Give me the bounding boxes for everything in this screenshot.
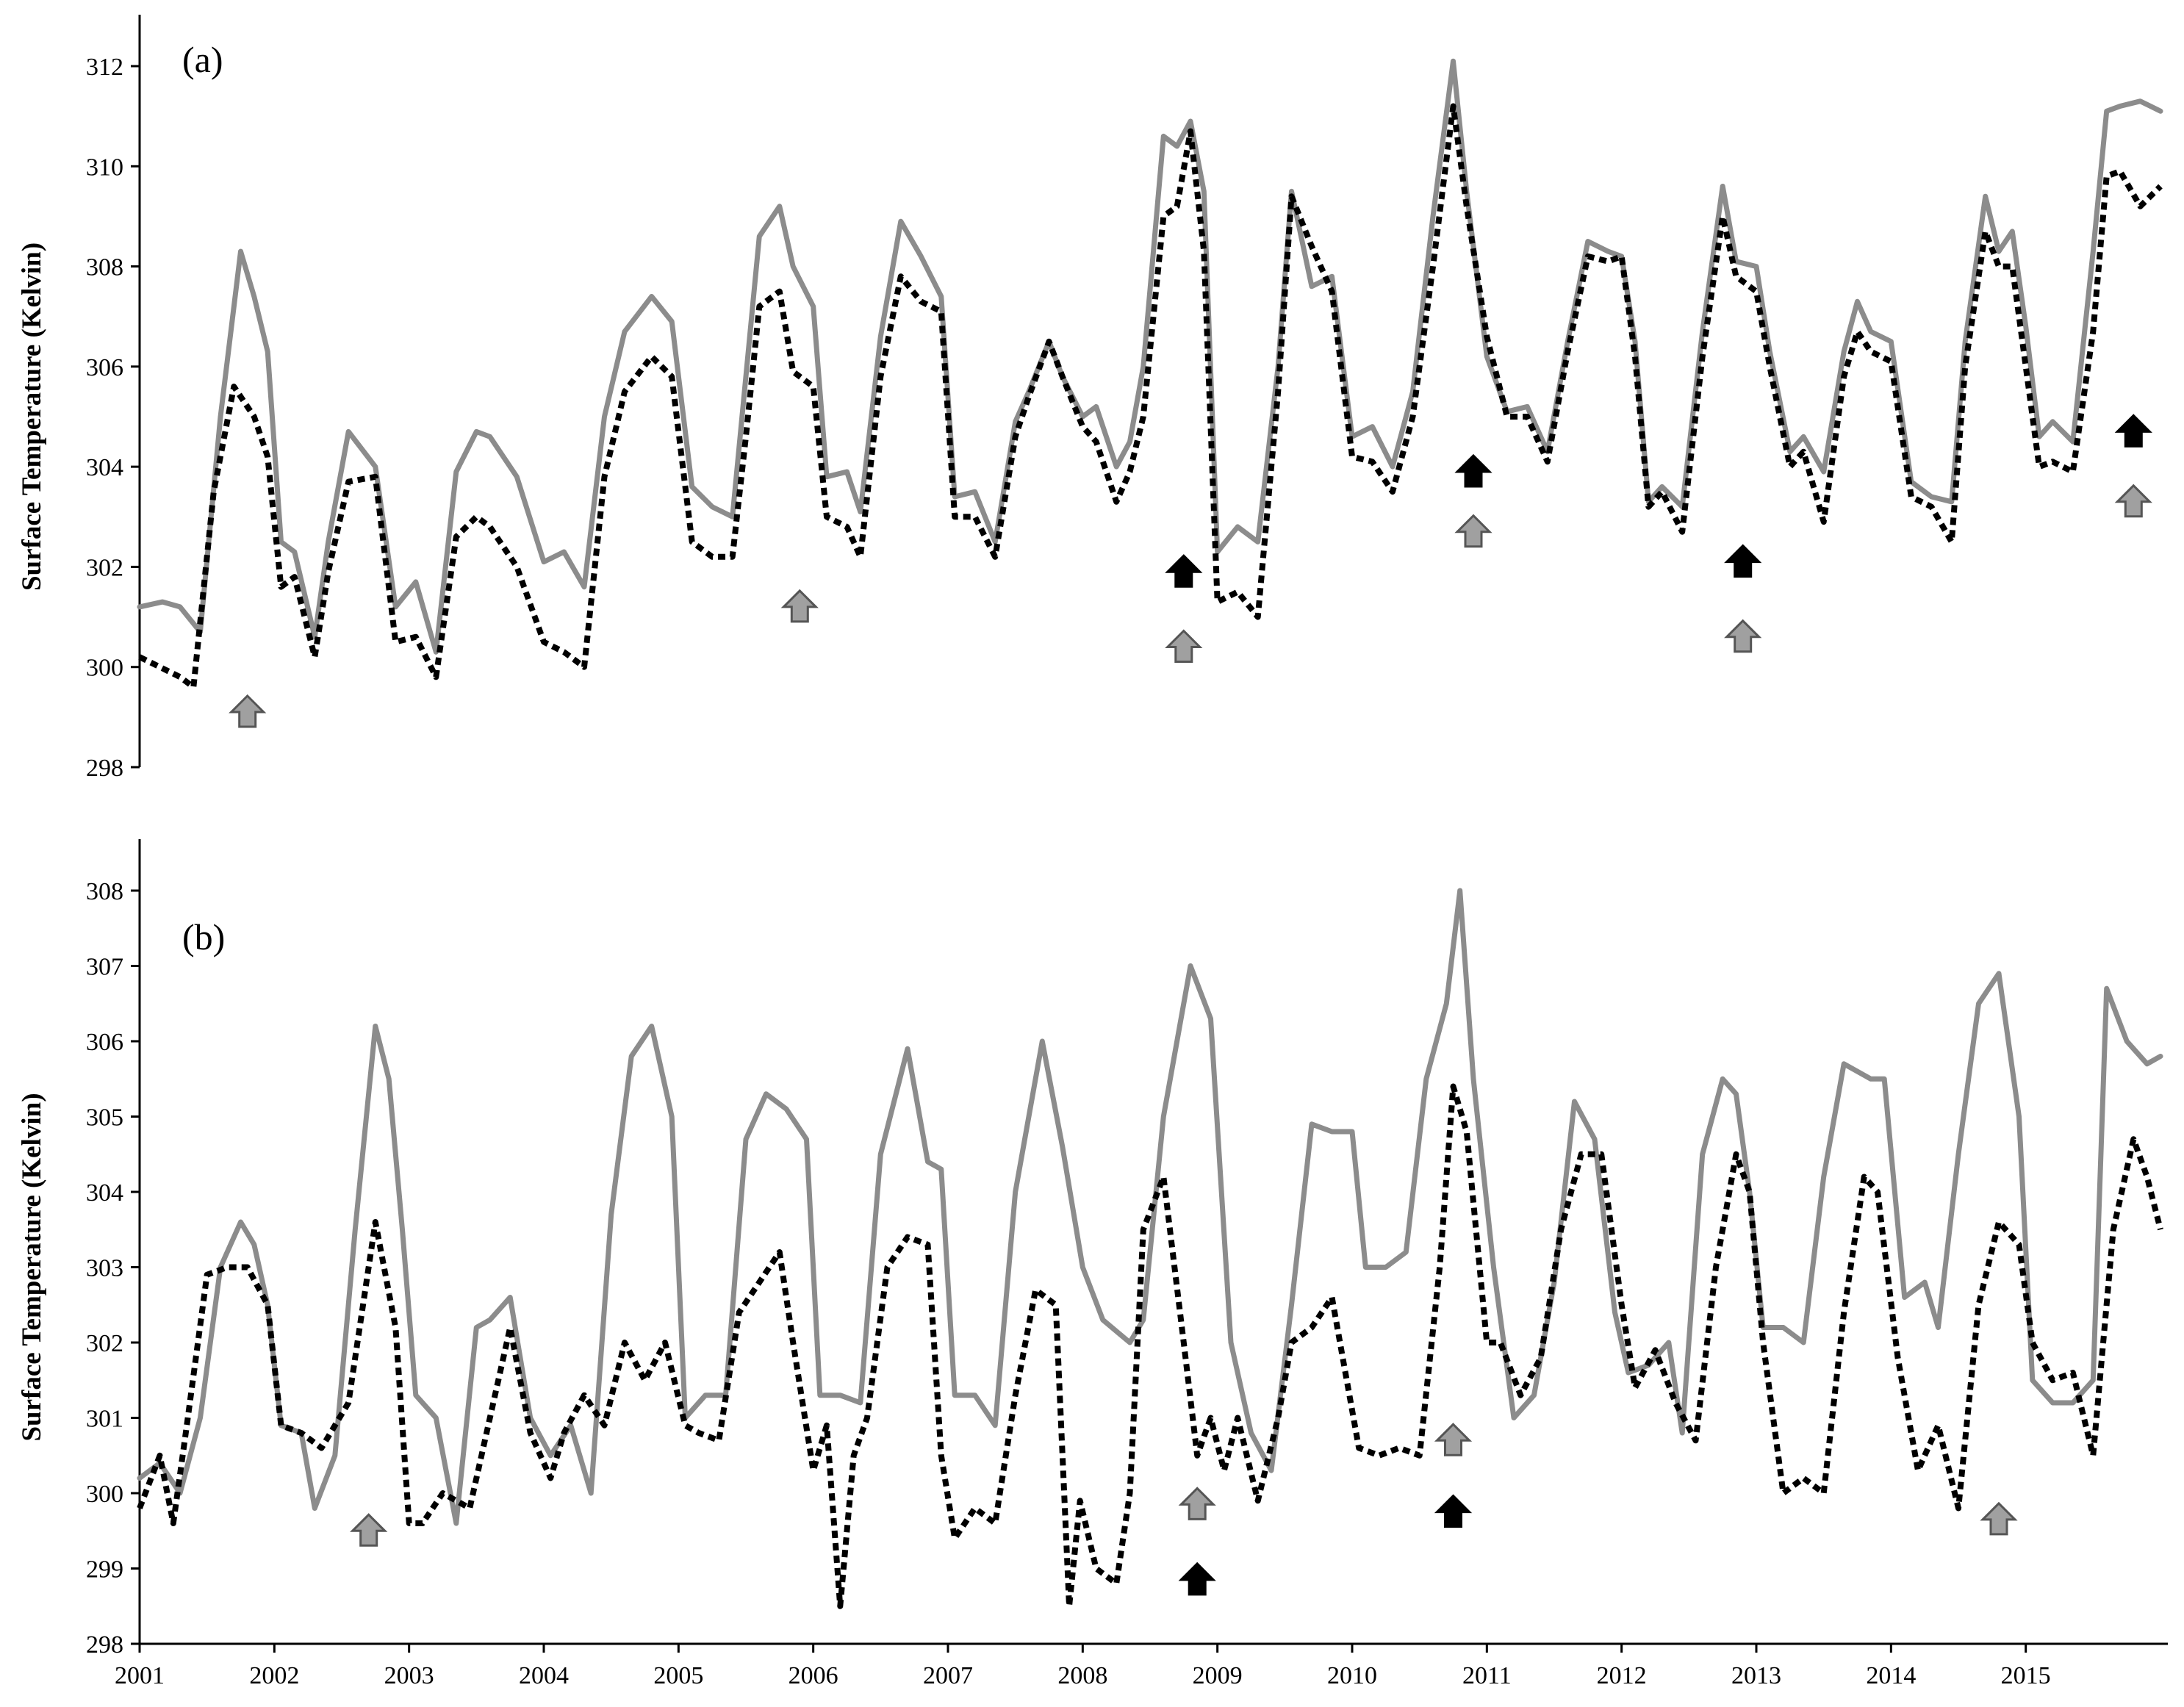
x-tick-label: 2015: [2001, 1662, 2051, 1689]
y-tick-label: 305: [86, 1104, 123, 1132]
y-tick-label: 308: [86, 254, 123, 281]
y-tick-label: 300: [86, 1481, 123, 1508]
x-tick-label: 2002: [249, 1662, 299, 1689]
y-tick-label: 301: [86, 1406, 123, 1433]
black-arrow-marker: [1454, 453, 1492, 488]
y-tick-label: 299: [86, 1556, 123, 1584]
series-line-gray: [137, 888, 2163, 1526]
gray-arrow-marker: [1165, 629, 1203, 663]
gray-arrow-marker: [1178, 1487, 1216, 1520]
gray-arrow-marker: [1724, 619, 1762, 653]
x-tick-label: 2008: [1057, 1662, 1107, 1689]
gray-arrow-marker: [1454, 514, 1492, 548]
black-arrow-marker: [1178, 1562, 1216, 1596]
black-arrow-marker: [1165, 554, 1203, 588]
x-tick-label: 2003: [384, 1662, 434, 1689]
y-axis-title: Surface Temperature (Kelvin): [17, 242, 47, 591]
series-line-dotted: [138, 103, 2163, 690]
x-tick-label: 2014: [1866, 1662, 1916, 1689]
y-tick-label: 304: [86, 454, 123, 481]
y-tick-label: 302: [86, 554, 123, 581]
gray-arrow-marker: [780, 589, 819, 623]
gray-arrow-marker: [229, 694, 267, 728]
black-arrow-marker: [1434, 1494, 1473, 1528]
x-tick-label: 2005: [653, 1662, 703, 1689]
x-tick-label: 2012: [1597, 1662, 1647, 1689]
y-tick-label: 304: [86, 1179, 123, 1207]
black-arrow-marker: [2114, 414, 2152, 448]
series-line-gray: [137, 58, 2163, 655]
y-tick-label: 306: [86, 354, 123, 381]
y-tick-label: 302: [86, 1330, 123, 1357]
panel-a: 298 300 302 304 306 308 310 312 Surface Temperat…: [17, 15, 2163, 782]
panel-b: 298 299 300 301 302 303 304 305 306 307 308 2001 200…: [17, 839, 2168, 1689]
y-tick-label: 306: [86, 1029, 123, 1056]
y-tick-label: 312: [86, 54, 123, 81]
x-tick-label: 2009: [1193, 1662, 1243, 1689]
y-tick-label: 298: [86, 755, 123, 782]
series-line-dotted: [137, 1083, 2163, 1609]
x-tick-label: 2004: [519, 1662, 569, 1689]
x-tick-label: 2006: [789, 1662, 838, 1689]
gray-arrow-marker: [2114, 484, 2152, 518]
panel-label: (a): [182, 39, 223, 80]
x-tick-label: 2001: [115, 1662, 165, 1689]
x-tick-label: 2010: [1327, 1662, 1377, 1689]
y-tick-label: 308: [86, 878, 123, 905]
gray-arrow-marker: [1980, 1501, 2018, 1536]
x-tick-label: 2011: [1462, 1662, 1512, 1689]
x-tick-label: 2013: [1731, 1662, 1781, 1689]
x-tick-label: 2007: [923, 1662, 973, 1689]
y-tick-label: 298: [86, 1631, 123, 1659]
y-axis-title: Surface Temperature (Kelvin): [17, 1093, 47, 1441]
gray-arrow-marker: [1434, 1423, 1473, 1456]
gray-arrow-marker: [350, 1513, 388, 1547]
panel-label: (b): [182, 916, 225, 957]
y-tick-label: 303: [86, 1255, 123, 1282]
y-tick-label: 307: [86, 954, 123, 981]
black-arrow-marker: [1724, 544, 1762, 578]
y-tick-label: 300: [86, 655, 123, 682]
y-tick-label: 310: [86, 154, 123, 181]
